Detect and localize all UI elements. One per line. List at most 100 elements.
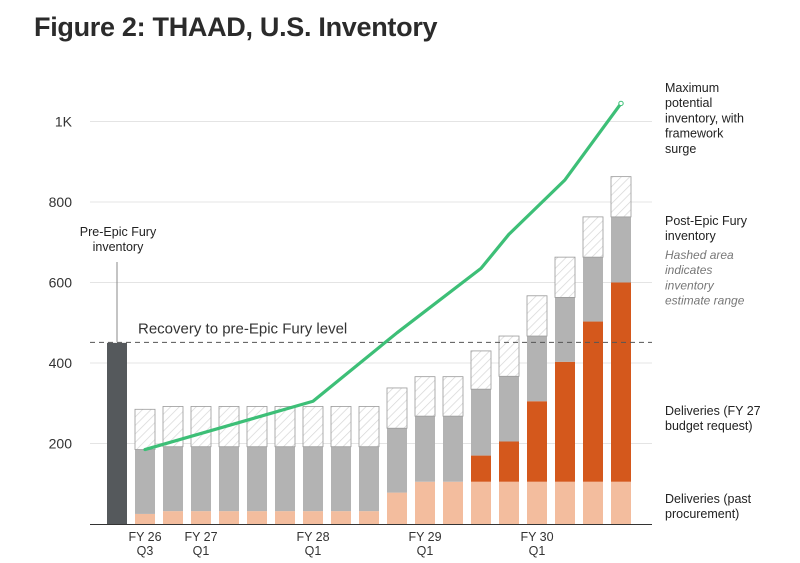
max-potential-annotation: Maximum (665, 81, 719, 95)
bar-segment-estimate-range (246, 406, 268, 448)
bar-segment-past (247, 511, 267, 524)
max-potential-annotation: potential (665, 96, 712, 110)
hashed-area-note: inventory (665, 278, 715, 292)
annotations: Pre-Epic FuryinventoryMaximumpotentialin… (80, 81, 761, 521)
bar-segment-past (387, 492, 407, 524)
fy27-deliveries-annotation: budget request) (665, 419, 753, 433)
y-tick-label: 400 (49, 355, 73, 371)
bar-segment-post (359, 446, 379, 512)
bar-segment-estimate-range (386, 387, 408, 429)
bar-segment-fy27 (555, 361, 575, 482)
x-tick-label: Q1 (417, 544, 434, 558)
bar-segment-past (331, 511, 351, 524)
y-tick-label: 800 (49, 194, 73, 210)
bar-segment-post (527, 336, 547, 402)
bar-segment-estimate-range (274, 406, 296, 448)
bar-segment-post (303, 446, 323, 512)
x-tick-label: Q1 (529, 544, 546, 558)
post-epic-annotation: inventory (665, 229, 716, 243)
bar-segment-past (499, 481, 519, 524)
hashed-area-note: indicates (665, 263, 712, 277)
y-tick-label: 600 (49, 275, 73, 291)
bar-segment-post (471, 389, 491, 456)
bar-segment-post (135, 449, 155, 514)
bar-segment-past (415, 481, 435, 524)
bar-segment-past (583, 481, 603, 524)
bar-segment-post (191, 446, 211, 512)
max-potential-line-group (143, 100, 624, 452)
y-tick-label: 1K (55, 114, 73, 130)
bar-segment-post (499, 376, 519, 442)
bar-segment-post (415, 416, 435, 482)
x-tick-label: FY 30 (520, 530, 553, 544)
max-potential-annotation: surge (665, 142, 696, 156)
bar-segment-estimate-range (302, 406, 324, 448)
bar-segment-estimate-range (330, 406, 352, 448)
past-deliveries-annotation: procurement) (665, 507, 739, 521)
bar-segment-past (611, 481, 631, 524)
x-tick-label: FY 27 (184, 530, 217, 544)
bar-segment-post (583, 257, 603, 322)
max-potential-annotation: framework (665, 127, 724, 141)
bar-segment-past (275, 511, 295, 524)
bar-segment-post (247, 446, 267, 512)
bar-segment-estimate-range (582, 216, 604, 258)
bar-segment-past (359, 511, 379, 524)
reference-line-group: Recovery to pre-Epic Fury level (90, 320, 652, 343)
pre-epic-annotation: inventory (93, 240, 144, 254)
x-tick-label: Q1 (305, 544, 322, 558)
hashed-area-note: Hashed area (665, 248, 734, 262)
bar-segment-past (191, 511, 211, 524)
bar-segment-post (331, 446, 351, 512)
x-tick-label: FY 28 (296, 530, 329, 544)
bar-segment-estimate-range (610, 176, 632, 218)
bar-segment-estimate-range (526, 295, 548, 337)
y-tick-label: 200 (49, 436, 73, 452)
bar-segment-estimate-range (414, 376, 436, 417)
bar-segment-post (387, 428, 407, 493)
bar-segment-fy27 (527, 401, 547, 482)
bar-segment-past (303, 511, 323, 524)
x-tick-label: FY 26 (128, 530, 161, 544)
max-potential-annotation: inventory, with (665, 111, 744, 125)
bar-segment-post (275, 446, 295, 512)
bar-segment-estimate-range (442, 376, 464, 417)
bar-segment-past (219, 511, 239, 524)
bar-segment-fy27 (471, 455, 491, 482)
max-potential-line (143, 101, 623, 452)
bars (107, 176, 632, 524)
x-tick-label: Q1 (193, 544, 210, 558)
bar-segment-post (611, 216, 631, 283)
bar-segment-past (471, 481, 491, 524)
past-deliveries-annotation: Deliveries (past (665, 492, 752, 506)
bar-segment-estimate-range (358, 406, 380, 448)
bar-segment-estimate-range (554, 256, 576, 298)
bar-segment-post (555, 297, 575, 362)
x-tick-label: FY 29 (408, 530, 441, 544)
reference-line-label: Recovery to pre-Epic Fury level (138, 320, 347, 337)
bar-segment-past (555, 481, 575, 524)
post-epic-annotation: Post-Epic Fury (665, 214, 748, 228)
bar-segment-past (135, 513, 155, 524)
bar-segment-post (443, 416, 463, 482)
chart-title: Figure 2: THAAD, U.S. Inventory (34, 12, 438, 42)
fy27-deliveries-annotation: Deliveries (FY 27 (665, 404, 761, 418)
bar-segment-fy27 (499, 441, 519, 482)
pre-epic-fury-bar (107, 342, 127, 524)
bar-segment-past (443, 481, 463, 524)
pre-epic-annotation: Pre-Epic Fury (80, 225, 157, 239)
bar-segment-post (163, 446, 183, 512)
bar-segment-estimate-range (162, 406, 184, 448)
bar-segment-estimate-range (134, 408, 156, 450)
hashed-area-note: estimate range (665, 294, 745, 308)
max-potential-endpoint (618, 100, 624, 107)
bar-segment-post (219, 446, 239, 512)
bar-segment-past (163, 511, 183, 524)
bar-segment-estimate-range (470, 350, 492, 390)
bar-segment-past (527, 481, 547, 524)
bar-segment-fy27 (611, 282, 631, 482)
x-tick-label: Q3 (137, 544, 154, 558)
bar-segment-fy27 (583, 321, 603, 482)
